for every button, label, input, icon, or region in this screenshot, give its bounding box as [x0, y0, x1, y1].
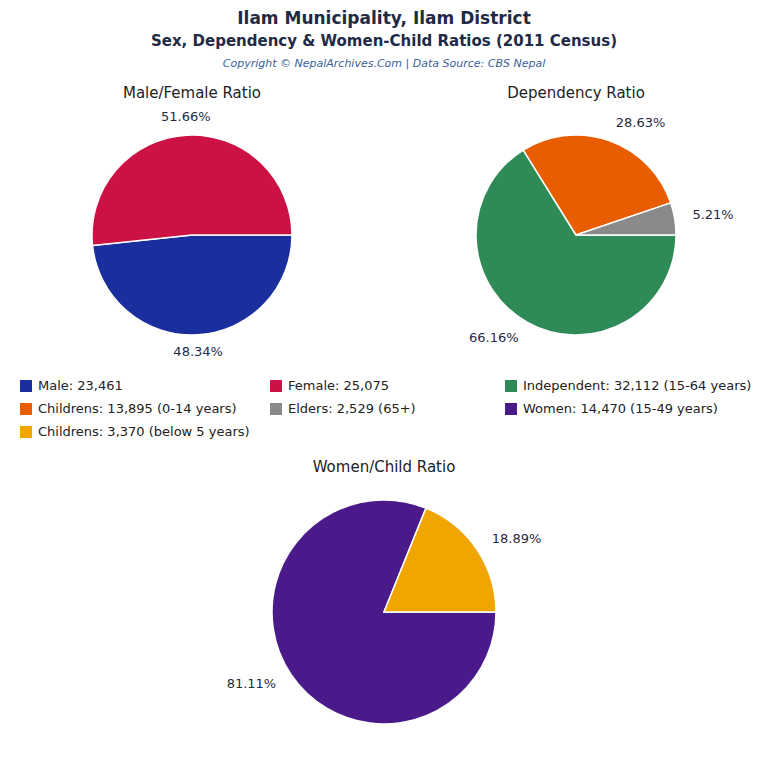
legend-label: Elders: 2,529 (65+) — [288, 401, 416, 416]
legend: Male: 23,461 Female: 25,075 Independent: 3… — [20, 378, 751, 439]
legend-label: Childrens: 13,895 (0-14 years) — [38, 401, 237, 416]
legend-swatch — [505, 403, 517, 415]
legend-swatch — [20, 380, 32, 392]
legend-swatch — [505, 380, 517, 392]
data-label: 28.63% — [616, 115, 666, 130]
legend-label: Male: 23,461 — [38, 378, 123, 393]
pie-slice — [92, 135, 292, 245]
legend-swatch — [270, 380, 282, 392]
pie-chart: Dependency Ratio 66.16% 28.63% 5.21% — [469, 84, 734, 345]
data-labels: 66.16% 28.63% 5.21% — [469, 115, 734, 344]
data-label: 81.11% — [227, 676, 277, 691]
slices — [92, 135, 292, 335]
pie-chart: Women/Child Ratio 81.11% 18.89% — [227, 458, 542, 724]
slices — [476, 135, 676, 335]
pie-chart: Male/Female Ratio 48.34% 51.66% — [92, 84, 292, 359]
legend-swatch — [270, 403, 282, 415]
annotation: Copyright © NepalArchives.Com | Data Sou… — [223, 57, 545, 70]
slices — [272, 500, 496, 724]
data-label: 51.66% — [161, 109, 211, 124]
chart-title: Dependency Ratio — [507, 84, 645, 102]
title: Ilam Municipality, Ilam District — [237, 8, 531, 28]
legend-label: Independent: 32,112 (15-64 years) — [523, 378, 751, 393]
chart-title: Women/Child Ratio — [313, 458, 456, 476]
figure: Ilam Municipality, Ilam District Sex, Dep… — [0, 0, 768, 768]
background — [0, 0, 768, 768]
data-label: 66.16% — [469, 330, 519, 345]
chart-title: Male/Female Ratio — [123, 84, 261, 102]
data-label: 18.89% — [492, 531, 542, 546]
legend-label: Women: 14,470 (15-49 years) — [523, 401, 718, 416]
pie-slice — [384, 508, 496, 612]
data-labels: 81.11% 18.89% — [227, 531, 542, 691]
legend-swatch — [20, 403, 32, 415]
legend-label: Female: 25,075 — [288, 378, 389, 393]
legend-swatch — [20, 426, 32, 438]
legend-label: Childrens: 3,370 (below 5 years) — [38, 424, 250, 439]
data-label: 5.21% — [692, 207, 733, 222]
data-label: 48.34% — [173, 344, 223, 359]
pie-slice — [272, 500, 496, 724]
data-labels: 48.34% 51.66% — [161, 109, 223, 360]
pie-slice — [93, 235, 292, 335]
subtitle: Sex, Dependency & Women-Child Ratios (20… — [151, 32, 617, 50]
pie-slice — [576, 203, 676, 235]
